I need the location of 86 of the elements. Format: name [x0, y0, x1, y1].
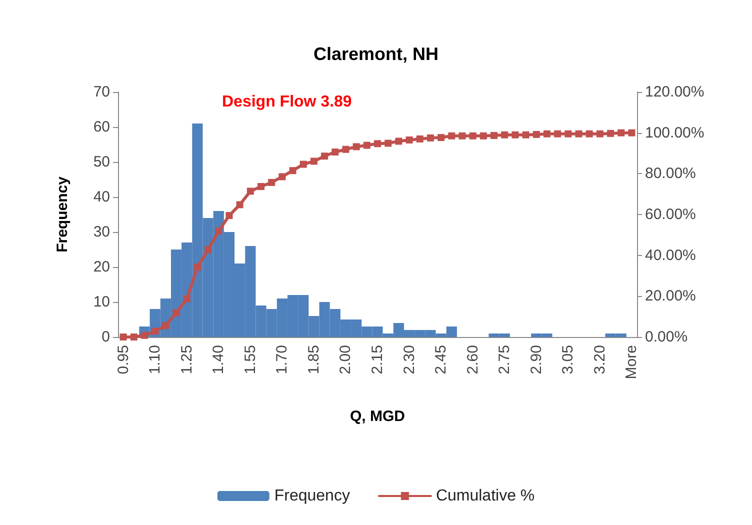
point	[618, 129, 625, 136]
y2-tick-label: 0.00%	[645, 328, 688, 346]
x-tick-label: 1.55	[242, 345, 259, 374]
point	[543, 130, 550, 138]
point	[469, 132, 476, 140]
x-tick-label: More	[623, 345, 640, 380]
point	[172, 309, 180, 316]
point	[289, 167, 296, 174]
x-tick-label: 2.60	[464, 345, 482, 374]
y-tick-label: 0	[102, 328, 110, 346]
point	[363, 142, 370, 149]
point	[607, 130, 614, 137]
y-tick-label: 60	[93, 118, 110, 136]
point	[501, 131, 508, 138]
x-tick-label: 2.00	[337, 345, 354, 374]
y2-tick-label: 80.00%	[645, 165, 696, 182]
y-tick-label: 40	[93, 188, 110, 206]
point	[215, 228, 222, 235]
point	[352, 143, 360, 150]
point	[628, 129, 636, 136]
point	[554, 130, 562, 138]
point	[438, 134, 445, 142]
point	[512, 131, 519, 138]
x-tick-label: 2.45	[432, 345, 450, 374]
point	[395, 138, 402, 145]
x-tick-label: 0.95	[114, 345, 132, 374]
x-tick-label: 1.85	[305, 345, 322, 374]
point	[458, 132, 466, 140]
point	[194, 264, 201, 271]
point	[416, 135, 424, 142]
x-tick-label: 3.20	[591, 345, 608, 374]
point	[226, 212, 233, 220]
y-axis-title: Frequency	[54, 176, 71, 252]
y2-tick-label: 20.00%	[645, 288, 696, 305]
x-tick-label: 2.15	[369, 345, 386, 374]
point	[426, 134, 434, 142]
point	[268, 178, 276, 186]
x-tick-label: 1.25	[178, 345, 196, 374]
y-tick-label: 10	[93, 294, 110, 310]
annotation: Design Flow 3.89	[222, 94, 352, 110]
point	[332, 148, 339, 156]
y-tick-label: 20	[93, 258, 110, 276]
point	[575, 130, 582, 138]
x-tick-label: 2.90	[528, 345, 545, 374]
point	[406, 136, 413, 144]
x-tick-label: 2.75	[496, 345, 514, 374]
point	[310, 158, 318, 165]
y2-tick-label: 40.00%	[645, 246, 696, 264]
point	[384, 140, 392, 147]
point	[586, 130, 593, 138]
point	[342, 146, 350, 153]
point	[236, 201, 244, 208]
point	[522, 131, 530, 138]
point	[162, 322, 170, 330]
point	[480, 132, 487, 140]
x-tick-label: 1.10	[146, 345, 164, 374]
point	[564, 130, 572, 138]
y-tick-label: 30	[93, 224, 110, 240]
point	[532, 130, 540, 138]
point	[120, 334, 127, 340]
point	[448, 132, 456, 140]
y2-tick-label: 100.00%	[645, 124, 704, 142]
point	[596, 130, 604, 138]
point	[204, 246, 212, 254]
x-axis-title: Q, MGD	[350, 408, 406, 425]
y2-tick-label: 60.00%	[645, 206, 696, 223]
x-tick-label: 3.05	[560, 345, 577, 374]
point	[321, 152, 328, 160]
point	[246, 188, 254, 195]
y-tick-label: 70	[93, 84, 110, 100]
point	[374, 140, 381, 148]
x-tick-label: 1.40	[210, 345, 228, 374]
point	[130, 334, 138, 340]
point	[257, 183, 264, 190]
point	[278, 173, 286, 180]
point	[300, 160, 307, 168]
point	[490, 132, 498, 139]
x-tick-label: 2.30	[400, 345, 418, 374]
point	[152, 328, 159, 335]
legend-label: Cumulative %	[436, 488, 535, 504]
y-tick-label: 50	[93, 154, 110, 170]
point	[183, 295, 190, 302]
x-tick-label: 1.70	[274, 345, 291, 374]
y2-tick-label: 120.00%	[645, 84, 704, 100]
legend-label: Frequency	[274, 488, 350, 504]
chart-title: Claremont, NH	[313, 44, 439, 64]
